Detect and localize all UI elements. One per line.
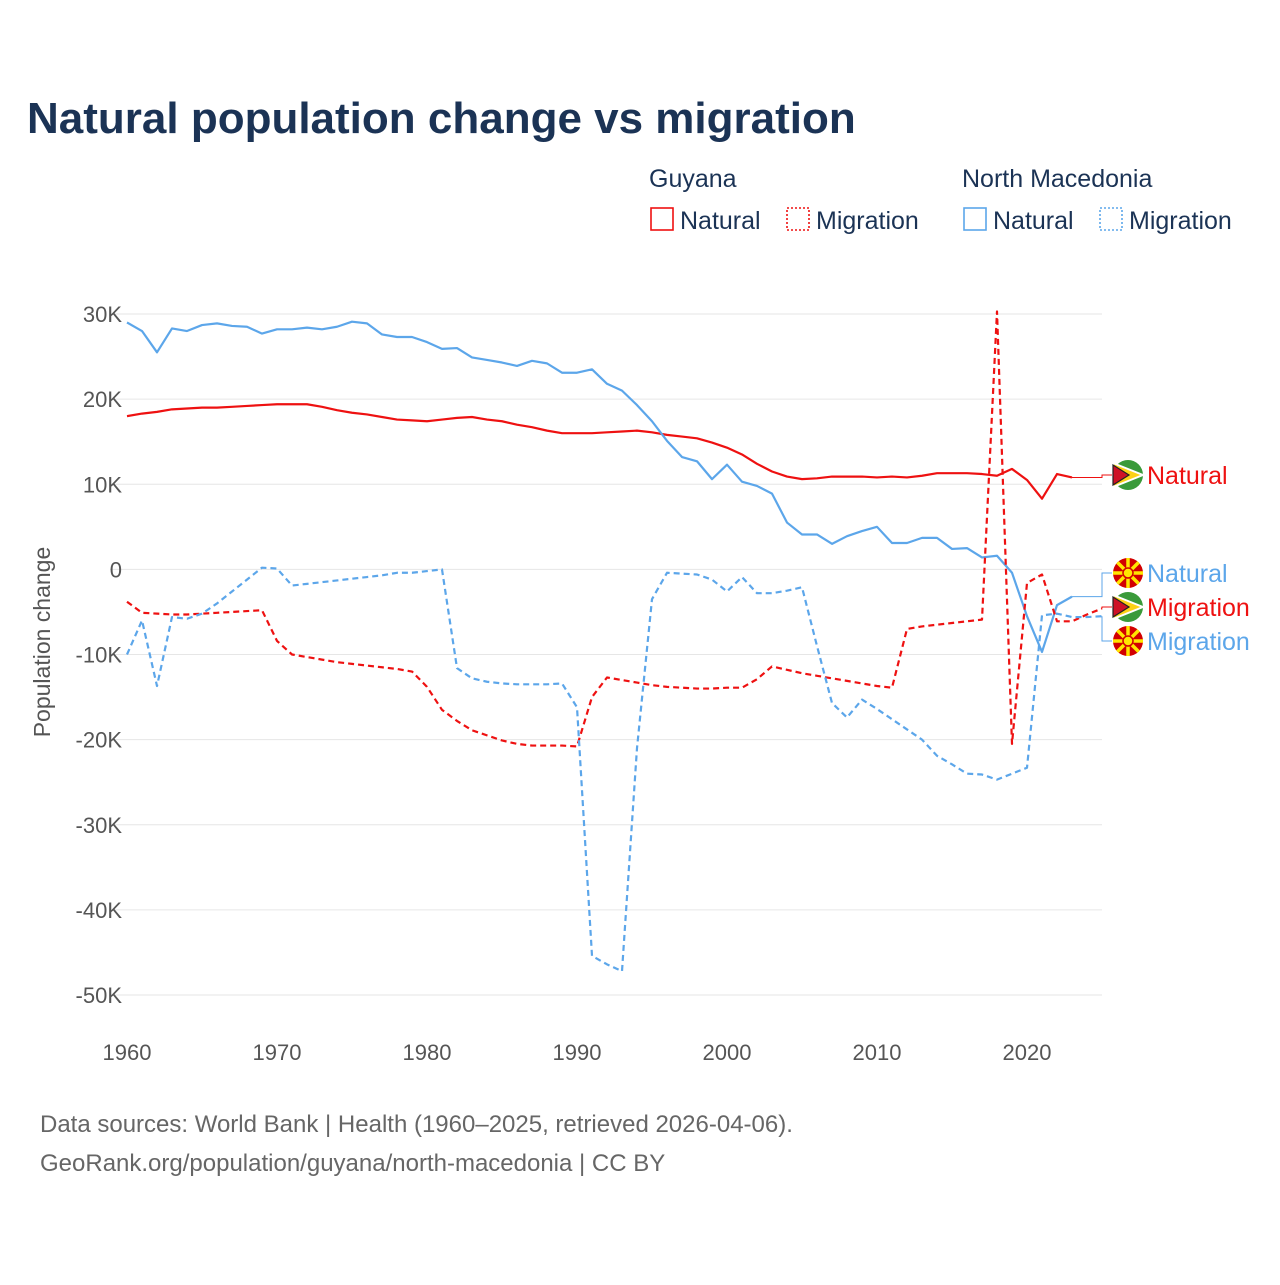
- x-tick-label: 2010: [853, 1040, 902, 1065]
- x-tick-label: 1990: [553, 1040, 602, 1065]
- end-label: Migration: [1147, 628, 1250, 656]
- y-tick-label: -30K: [76, 813, 123, 838]
- gridlines: [110, 313, 1102, 996]
- legend-swatch-nm-migration: [1099, 207, 1123, 231]
- label-connector: [1072, 474, 1112, 478]
- label-connector: [1101, 616, 1112, 642]
- legend-swatch-guyana-natural: [650, 207, 674, 231]
- y-axis: 30K 20K 10K 0 -10K -20K -30K -40K -50K: [76, 302, 123, 1008]
- north-macedonia-flag-icon: [1113, 626, 1143, 656]
- end-label: Natural: [1147, 462, 1228, 490]
- y-tick-label: 10K: [83, 472, 122, 497]
- x-tick-label: 1970: [253, 1040, 302, 1065]
- series-line-guyana-natural: [126, 403, 1073, 500]
- flag-sun: [1122, 635, 1134, 647]
- end-labels: Natural Natural Migration Migration: [1072, 460, 1250, 656]
- y-tick-label: 0: [110, 557, 122, 582]
- legend-label[interactable]: Migration: [816, 207, 919, 235]
- chart-title: Natural population change vs migration: [27, 94, 856, 143]
- label-connector: [1101, 606, 1112, 609]
- x-tick-label: 1980: [403, 1040, 452, 1065]
- legend-group-title: Guyana: [649, 165, 737, 193]
- series-line-north-macedonia-migration: [125, 566, 1103, 973]
- y-tick-label: -40K: [76, 898, 123, 923]
- legend-label[interactable]: Natural: [993, 207, 1074, 235]
- guyana-flag-icon: [1112, 460, 1146, 490]
- end-label: Natural: [1147, 560, 1228, 588]
- legend: Guyana Natural Migration North Macedonia…: [649, 165, 1232, 235]
- flag-triangle: [1112, 595, 1131, 619]
- y-tick-label: -10K: [76, 643, 123, 668]
- legend-group-title: North Macedonia: [962, 165, 1152, 193]
- legend-label[interactable]: Migration: [1129, 207, 1232, 235]
- legend-swatch-nm-natural: [963, 207, 987, 231]
- x-tick-label: 2020: [1003, 1040, 1052, 1065]
- series-lines: [125, 310, 1103, 973]
- legend-label[interactable]: Natural: [680, 207, 761, 235]
- y-tick-label: -20K: [76, 728, 123, 753]
- x-tick-label: 1960: [103, 1040, 152, 1065]
- series-line-guyana-migration: [126, 310, 1103, 748]
- end-label: Migration: [1147, 594, 1250, 622]
- series-line-north-macedonia-natural: [126, 320, 1073, 654]
- flag-triangle: [1112, 463, 1131, 487]
- y-tick-label: -50K: [76, 983, 123, 1008]
- y-tick-label: 30K: [83, 302, 122, 327]
- north-macedonia-flag-icon: [1113, 558, 1143, 588]
- x-tick-label: 2000: [703, 1040, 752, 1065]
- footer-link[interactable]: GeoRank.org/population/guyana/north-mace…: [40, 1150, 665, 1177]
- y-tick-label: 20K: [83, 387, 122, 412]
- guyana-flag-icon: [1112, 592, 1146, 622]
- label-connector: [1072, 572, 1112, 598]
- footer-sources: Data sources: World Bank | Health (1960–…: [40, 1111, 793, 1138]
- x-axis: 1960 1970 1980 1990 2000 2010 2020: [103, 1040, 1052, 1065]
- legend-swatch-guyana-migration: [786, 207, 810, 231]
- y-axis-label: Population change: [29, 547, 55, 738]
- flag-sun: [1122, 567, 1134, 579]
